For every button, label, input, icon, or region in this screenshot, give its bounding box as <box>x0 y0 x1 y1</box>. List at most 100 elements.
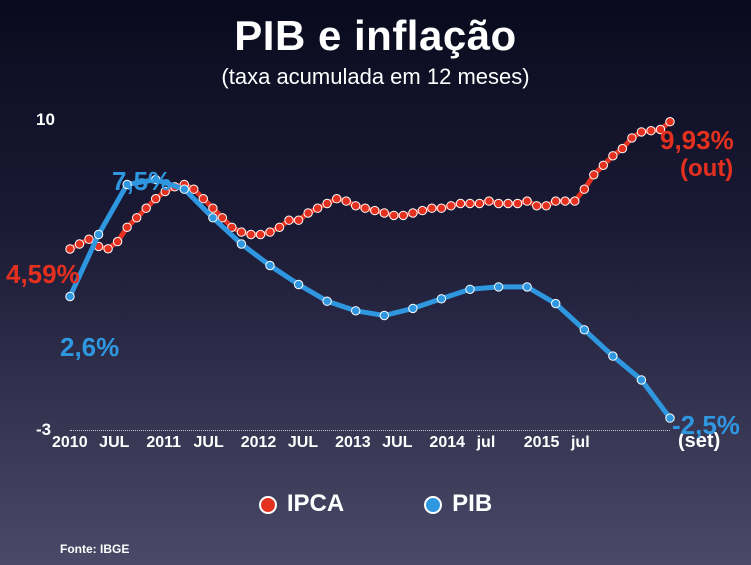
series-marker-ipca <box>475 199 483 207</box>
value-callout: -2,5% <box>672 410 740 441</box>
series-marker-ipca <box>304 209 312 217</box>
value-callout: 2,6% <box>60 332 119 363</box>
series-marker-pib <box>580 326 588 334</box>
series-marker-ipca <box>247 230 255 238</box>
series-marker-pib <box>294 280 302 288</box>
series-marker-ipca <box>580 185 588 193</box>
x-axis-tick: 2010 <box>52 434 88 452</box>
value-callout: 4,59% <box>6 259 80 290</box>
x-axis-tick: JUL <box>288 434 318 452</box>
series-marker-ipca <box>618 144 626 152</box>
series-marker-ipca <box>380 209 388 217</box>
series-marker-ipca <box>466 199 474 207</box>
series-marker-ipca <box>75 240 83 248</box>
x-axis-tick: 2015 <box>524 434 560 452</box>
series-marker-ipca <box>542 202 550 210</box>
series-marker-ipca <box>485 197 493 205</box>
y-axis-tick: 10 <box>36 110 55 130</box>
series-marker-pib <box>94 230 102 238</box>
x-axis-tick: 2011 <box>146 434 181 452</box>
y-axis-tick: -3 <box>36 420 51 440</box>
slide: PIB e inflação (taxa acumulada em 12 mes… <box>0 0 751 565</box>
series-marker-ipca <box>571 197 579 205</box>
x-axis-tick: 2013 <box>335 434 371 452</box>
series-marker-ipca <box>523 197 531 205</box>
chart-subtitle: (taxa acumulada em 12 meses) <box>0 64 751 90</box>
x-axis-tick: JUL <box>194 434 224 452</box>
series-marker-pib <box>66 292 74 300</box>
series-marker-pib <box>409 304 417 312</box>
series-marker-ipca <box>294 216 302 224</box>
series-marker-ipca <box>275 223 283 231</box>
series-marker-ipca <box>371 206 379 214</box>
series-marker-pib <box>494 283 502 291</box>
x-axis-tick: 2014 <box>429 434 465 452</box>
series-marker-pib <box>352 307 360 315</box>
value-callout: 7,5% <box>112 166 171 197</box>
x-axis-tick: JUL <box>99 434 129 452</box>
series-marker-ipca <box>123 223 131 231</box>
series-marker-ipca <box>85 235 93 243</box>
series-marker-ipca <box>133 214 141 222</box>
series-marker-ipca <box>352 202 360 210</box>
series-marker-ipca <box>342 197 350 205</box>
series-marker-pib <box>323 297 331 305</box>
value-callout: (out) <box>680 155 733 183</box>
series-marker-ipca <box>285 216 293 224</box>
series-marker-ipca <box>504 199 512 207</box>
series-marker-ipca <box>513 199 521 207</box>
series-marker-pib <box>552 299 560 307</box>
series-marker-ipca <box>609 152 617 160</box>
series-marker-ipca <box>361 204 369 212</box>
series-marker-pib <box>380 311 388 319</box>
series-marker-pib <box>180 185 188 193</box>
series-marker-ipca <box>494 199 502 207</box>
series-marker-ipca <box>533 202 541 210</box>
chart-baseline <box>70 430 670 431</box>
value-callout: 9,93% <box>660 125 734 156</box>
series-marker-pib <box>523 283 531 291</box>
series-marker-ipca <box>209 204 217 212</box>
series-marker-pib <box>209 214 217 222</box>
series-marker-ipca <box>104 245 112 253</box>
series-marker-pib <box>266 261 274 269</box>
series-marker-ipca <box>456 199 464 207</box>
legend-item-ipca: IPCA <box>259 490 344 518</box>
series-marker-pib <box>609 352 617 360</box>
legend-label: PIB <box>452 490 492 517</box>
series-marker-ipca <box>323 199 331 207</box>
series-marker-ipca <box>561 197 569 205</box>
chart-legend: IPCA PIB <box>0 490 751 518</box>
series-marker-ipca <box>237 228 245 236</box>
series-marker-pib <box>237 240 245 248</box>
series-marker-ipca <box>266 228 274 236</box>
series-marker-ipca <box>199 195 207 203</box>
series-marker-ipca <box>637 128 645 136</box>
chart-title: PIB e inflação <box>0 12 751 60</box>
series-marker-ipca <box>418 206 426 214</box>
series-marker-ipca <box>256 230 264 238</box>
legend-swatch-icon <box>424 496 442 514</box>
x-axis-tick: JUL <box>382 434 412 452</box>
legend-swatch-icon <box>259 496 277 514</box>
series-marker-ipca <box>437 204 445 212</box>
series-marker-pib <box>466 285 474 293</box>
series-marker-ipca <box>599 161 607 169</box>
x-axis-tick: 2012 <box>241 434 277 452</box>
series-marker-ipca <box>66 245 74 253</box>
legend-item-pib: PIB <box>424 490 492 518</box>
series-marker-ipca <box>190 185 198 193</box>
series-marker-ipca <box>428 204 436 212</box>
series-line-pib <box>70 180 670 419</box>
series-marker-pib <box>637 376 645 384</box>
series-marker-ipca <box>552 197 560 205</box>
series-marker-ipca <box>409 209 417 217</box>
chart-source: Fonte: IBGE <box>60 542 129 556</box>
x-axis-tick: jul <box>571 434 590 452</box>
series-marker-ipca <box>647 127 655 135</box>
series-marker-ipca <box>447 202 455 210</box>
legend-label: IPCA <box>287 490 344 517</box>
series-marker-pib <box>437 295 445 303</box>
x-axis-tick: jul <box>477 434 496 452</box>
series-marker-ipca <box>333 195 341 203</box>
